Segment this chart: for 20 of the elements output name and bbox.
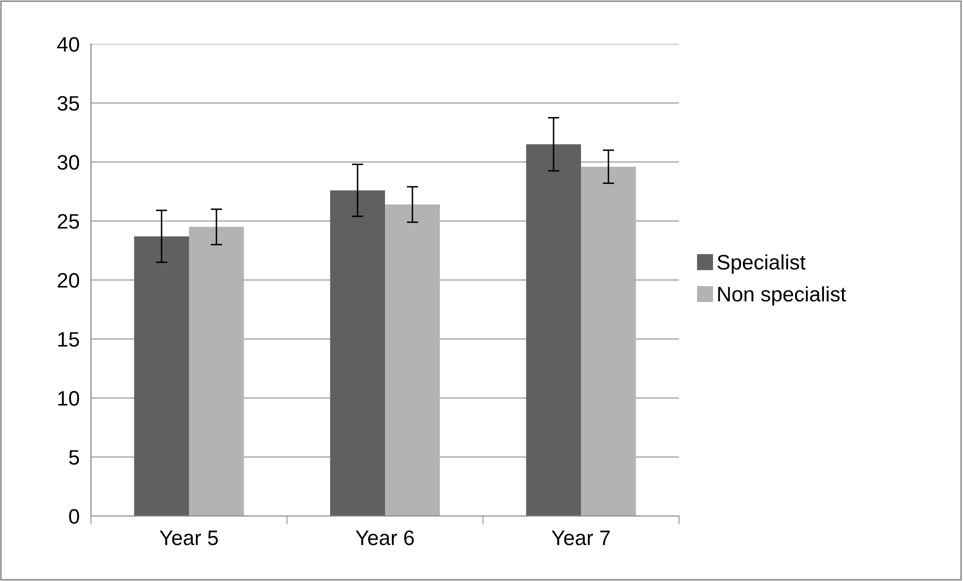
y-tick-label: 30 [58,155,80,170]
legend-label: Specialist [717,254,806,274]
y-tick-label: 15 [58,332,80,347]
x-tick-label: Year 6 [356,530,414,546]
bar [385,204,440,516]
x-tick-label: Year 7 [552,530,610,546]
y-tick-label: 20 [58,273,80,288]
bar [526,144,581,516]
y-tick-label: 5 [69,450,80,465]
bar [330,190,385,516]
legend-label: Non specialist [718,286,846,306]
y-tick-label: 40 [57,37,80,52]
y-tick-label: 10 [58,391,80,406]
bar [134,236,189,516]
y-tick-label: 25 [58,214,80,229]
bar [189,226,244,516]
y-tick-label: 0 [69,509,80,524]
y-tick-label: 35 [58,96,80,111]
x-tick-label: Year 5 [160,530,218,546]
bar [581,166,636,516]
